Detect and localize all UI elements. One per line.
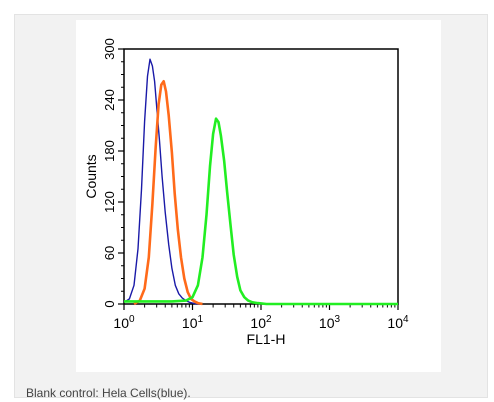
figure-frame: 0 60 120 180 240 300 100 101 102 103 104 FL1-H Count…	[14, 14, 488, 400]
series-line-2	[133, 80, 203, 306]
y-tick-label: 120	[102, 191, 117, 213]
series-line-3	[124, 117, 398, 306]
series-line-1	[123, 58, 201, 305]
plot-card: 0 60 120 180 240 300 100 101 102 103 104 FL1-H Count…	[76, 20, 441, 372]
y-axis-label: Counts	[83, 154, 99, 198]
x-tick-label: 101	[182, 314, 204, 331]
flow-histogram-chart: 0 60 120 180 240 300 100 101 102 103 104 FL1-H Count…	[83, 38, 409, 347]
figure-caption: Blank control: Hela Cells(blue).	[26, 386, 191, 400]
y-tick-label: 0	[102, 300, 117, 307]
y-tick-label: 60	[102, 246, 117, 260]
x-tick-label: 104	[387, 314, 409, 331]
x-tick-label: 102	[250, 314, 272, 331]
x-tick-label: 103	[319, 314, 341, 331]
x-axis-label: FL1-H	[247, 331, 286, 347]
y-tick-label: 180	[102, 140, 117, 162]
x-tick-label: 100	[113, 314, 135, 331]
y-tick-label: 300	[102, 38, 117, 60]
y-tick-label: 240	[102, 89, 117, 111]
